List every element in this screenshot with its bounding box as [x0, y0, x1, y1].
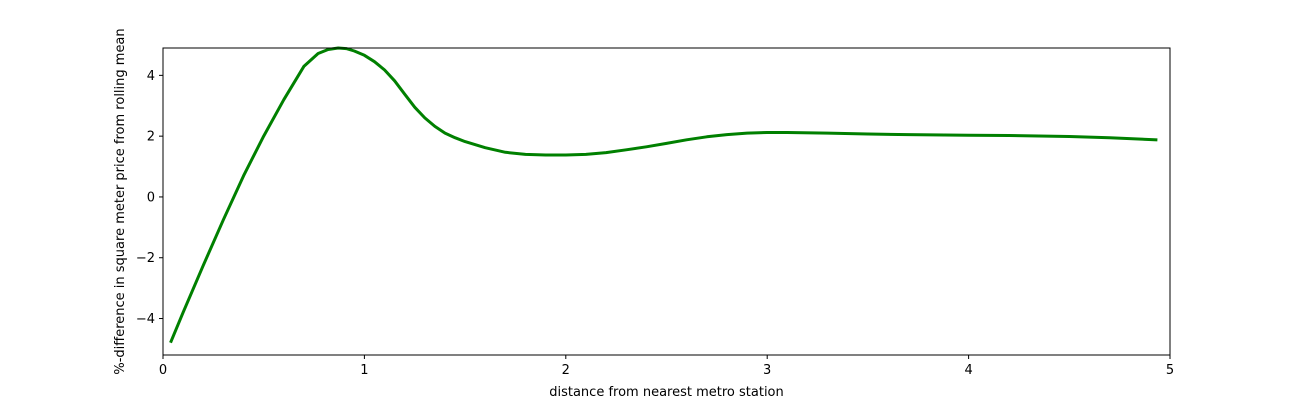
x-tick-label: 5 [1166, 363, 1174, 378]
x-tick-label: 1 [360, 363, 368, 378]
x-tick-label: 2 [562, 363, 570, 378]
plot-frame [162, 47, 1171, 356]
x-tick-label: 0 [159, 363, 167, 378]
y-tick-label: −2 [136, 251, 155, 266]
y-axis-label: %-difference in square meter price from … [113, 28, 128, 374]
series-line [169, 46, 1158, 344]
y-tick-label: 0 [147, 190, 155, 205]
y-tick-label: 2 [147, 130, 155, 145]
y-tick-label: −4 [136, 312, 155, 327]
x-tick-label: 4 [964, 363, 972, 378]
x-axis-label: distance from nearest metro station [549, 385, 784, 400]
series-layer [169, 46, 1158, 344]
x-tick-label: 3 [763, 363, 771, 378]
y-tick-label: 4 [147, 69, 155, 84]
axis-ticks: 0 1 2 3 4 5 −4 −2 0 2 4 [136, 69, 1174, 378]
